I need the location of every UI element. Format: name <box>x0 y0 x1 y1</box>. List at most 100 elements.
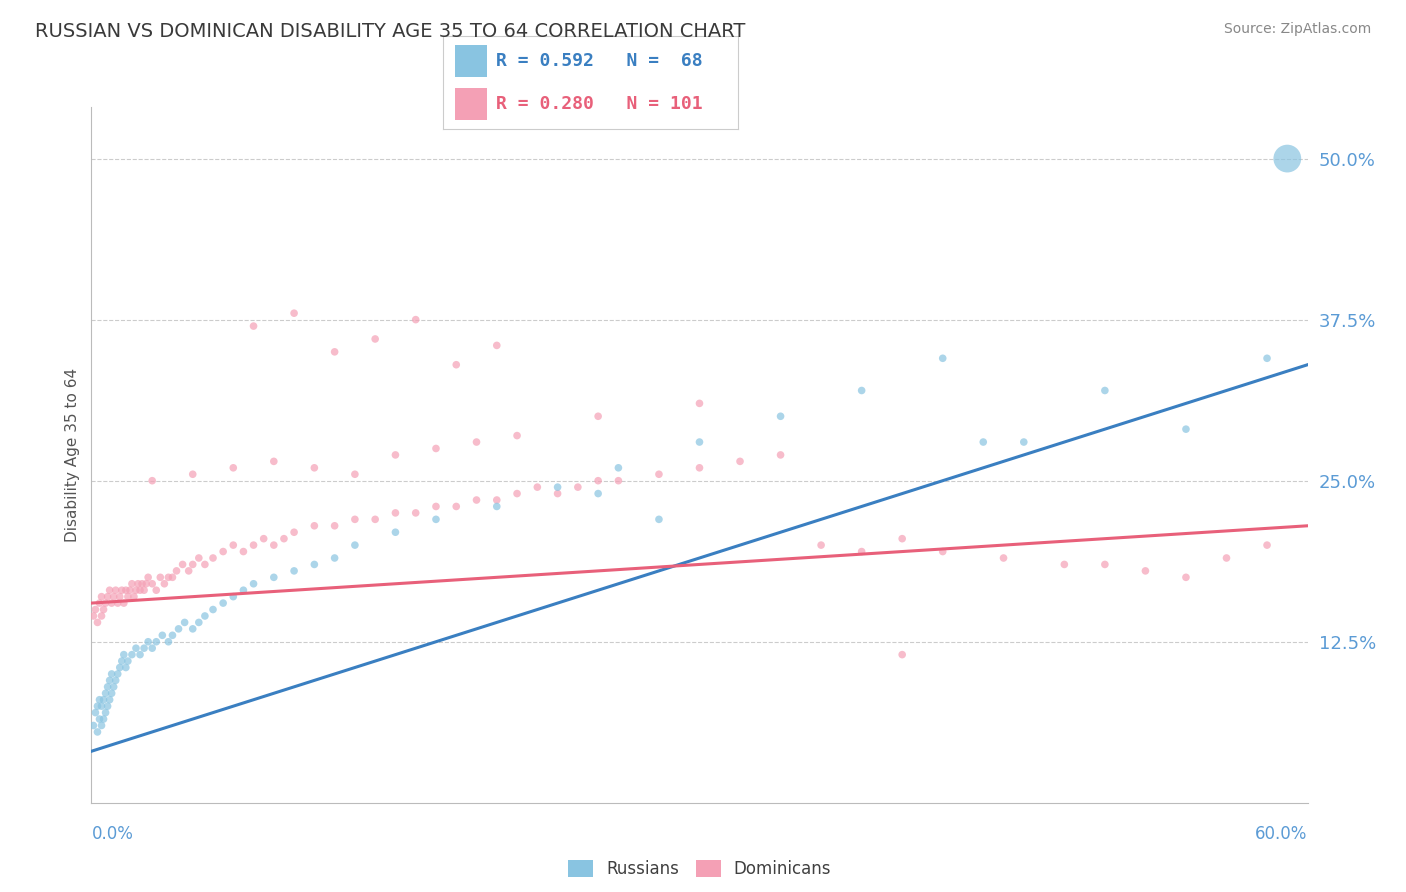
Point <box>810 538 832 552</box>
Point <box>343 538 366 552</box>
Point <box>425 442 447 456</box>
Point <box>253 532 276 546</box>
Point <box>103 680 125 694</box>
Point <box>242 576 264 591</box>
Point <box>121 648 143 662</box>
Point <box>141 576 163 591</box>
Point <box>94 596 117 610</box>
Point <box>931 351 953 366</box>
Point <box>157 634 180 648</box>
Point <box>136 570 159 584</box>
Point <box>586 486 609 500</box>
Point <box>112 596 135 610</box>
Point <box>444 358 467 372</box>
Point <box>194 609 217 624</box>
Point <box>100 667 122 681</box>
Point <box>93 712 115 726</box>
Point <box>104 673 127 688</box>
Point <box>1215 551 1237 566</box>
Point <box>222 460 245 475</box>
Point <box>444 500 467 514</box>
Text: 60.0%: 60.0% <box>1256 825 1308 843</box>
Point <box>931 544 953 558</box>
Point <box>117 590 139 604</box>
Point <box>465 493 488 508</box>
Point <box>162 570 184 584</box>
Point <box>89 692 111 706</box>
Point <box>149 570 172 584</box>
Point <box>222 538 245 552</box>
Point <box>343 467 366 482</box>
Point <box>141 474 163 488</box>
Point <box>648 467 671 482</box>
Point <box>728 454 751 468</box>
Point <box>97 699 120 714</box>
Point <box>232 544 254 558</box>
Point <box>127 576 149 591</box>
Point <box>769 409 792 424</box>
Point <box>465 435 488 450</box>
Point <box>202 551 225 566</box>
Point <box>242 538 264 552</box>
Point <box>263 538 285 552</box>
Point <box>263 570 285 584</box>
Point <box>283 525 305 540</box>
Point <box>607 460 630 475</box>
Point <box>150 628 173 642</box>
Point <box>103 590 125 604</box>
Point <box>98 673 121 688</box>
Point <box>232 583 254 598</box>
Point <box>117 654 139 668</box>
Point <box>283 564 305 578</box>
Point <box>84 706 107 720</box>
Point <box>567 480 589 494</box>
Point <box>283 306 305 320</box>
Point <box>82 609 104 624</box>
Point <box>125 583 148 598</box>
Point <box>108 660 131 674</box>
Point <box>97 590 120 604</box>
Point <box>485 500 508 514</box>
Point <box>136 634 159 648</box>
Point <box>304 518 326 533</box>
Point <box>131 576 153 591</box>
Y-axis label: Disability Age 35 to 64: Disability Age 35 to 64 <box>65 368 80 542</box>
Point <box>93 602 115 616</box>
Point <box>129 583 152 598</box>
Point <box>547 486 569 500</box>
Point <box>194 558 217 572</box>
Point <box>425 500 447 514</box>
Point <box>90 699 112 714</box>
Point <box>242 319 264 334</box>
Point <box>405 506 427 520</box>
Point <box>526 480 548 494</box>
Point <box>181 558 204 572</box>
Point <box>94 686 117 700</box>
Point <box>586 474 609 488</box>
Point <box>145 634 167 648</box>
Point <box>851 544 873 558</box>
Point <box>485 493 508 508</box>
Point <box>1256 351 1278 366</box>
Point <box>181 622 204 636</box>
Point <box>90 718 112 732</box>
Point <box>972 435 994 450</box>
Point <box>125 641 148 656</box>
Point <box>1094 558 1116 572</box>
Point <box>769 448 792 462</box>
Point <box>107 596 129 610</box>
Point <box>851 384 873 398</box>
Point <box>607 474 630 488</box>
Text: 0.0%: 0.0% <box>91 825 134 843</box>
Point <box>98 692 121 706</box>
Point <box>166 564 188 578</box>
Point <box>112 648 135 662</box>
Point <box>364 332 387 346</box>
Point <box>157 570 180 584</box>
Point <box>86 615 108 630</box>
Point <box>891 532 914 546</box>
Point <box>1053 558 1076 572</box>
Text: R = 0.280   N = 101: R = 0.280 N = 101 <box>496 95 703 113</box>
Point <box>212 596 235 610</box>
Point <box>993 551 1015 566</box>
